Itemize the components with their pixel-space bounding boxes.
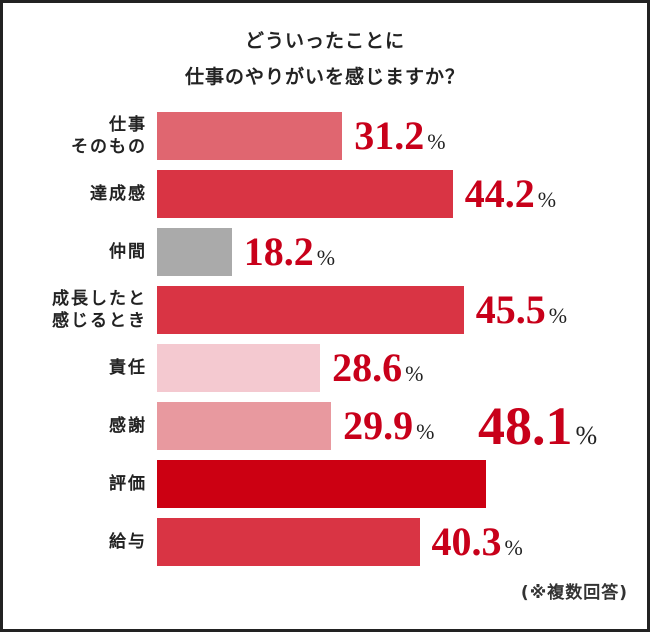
category-label-line: 責任 bbox=[109, 358, 147, 378]
category-label: 評価 bbox=[0, 460, 147, 508]
data-label: 18.2% bbox=[244, 228, 335, 276]
data-label-value: 28.6 bbox=[332, 345, 403, 390]
chart-title-line-2: 仕事のやりがいを感じますか？ bbox=[184, 66, 465, 88]
category-label: 達成感 bbox=[0, 170, 147, 218]
data-label-value: 44.2 bbox=[464, 171, 535, 216]
data-label-unit: % bbox=[575, 421, 598, 450]
data-label: 44.2% bbox=[465, 170, 556, 218]
data-label-value: 48.1 bbox=[478, 396, 573, 456]
data-label-unit: % bbox=[416, 419, 435, 444]
category-label: 成長したと 感じるとき bbox=[0, 286, 147, 334]
category-label-line: 仕事 bbox=[109, 115, 147, 135]
data-label: 48.1% bbox=[478, 399, 598, 453]
category-label-line: 評価 bbox=[109, 474, 147, 494]
data-label: 31.2% bbox=[354, 112, 445, 160]
category-label-line: 成長したと bbox=[52, 289, 147, 309]
category-label: 責任 bbox=[0, 344, 147, 392]
category-label-line: そのもの bbox=[71, 137, 147, 157]
category-label-line: 感じるとき bbox=[52, 311, 147, 331]
data-label-unit: % bbox=[316, 245, 336, 270]
bar bbox=[157, 112, 343, 160]
bar bbox=[157, 344, 321, 392]
data-label: 28.6% bbox=[332, 344, 423, 392]
data-label: 29.9% bbox=[343, 402, 434, 450]
data-label-value: 45.5 bbox=[475, 287, 546, 332]
data-label-value: 40.3 bbox=[431, 519, 502, 564]
category-label-line: 仲間 bbox=[109, 242, 147, 262]
bar bbox=[157, 518, 420, 566]
data-label-value: 31.2 bbox=[354, 113, 425, 158]
bar bbox=[157, 286, 464, 334]
category-label: 給与 bbox=[0, 518, 147, 566]
category-label-line: 給与 bbox=[109, 532, 147, 552]
category-label-line: 達成感 bbox=[90, 184, 147, 204]
data-label-value: 18.2 bbox=[243, 229, 314, 274]
data-label: 40.3% bbox=[432, 518, 523, 566]
data-label-value: 29.9 bbox=[343, 403, 414, 448]
data-label-unit: % bbox=[548, 303, 568, 328]
category-label-line: 感謝 bbox=[109, 416, 147, 436]
bar bbox=[157, 170, 453, 218]
data-label: 45.5% bbox=[476, 286, 567, 334]
category-label: 仲間 bbox=[0, 228, 147, 276]
data-label-unit: % bbox=[537, 187, 557, 212]
bar bbox=[157, 228, 232, 276]
data-label-unit: % bbox=[427, 129, 446, 154]
data-label-unit: % bbox=[405, 361, 424, 386]
data-label-unit: % bbox=[504, 535, 523, 560]
category-label: 仕事 そのもの bbox=[0, 112, 147, 160]
bar bbox=[157, 402, 332, 450]
chart-title-line-1: どういったことに bbox=[244, 30, 405, 52]
category-label: 感謝 bbox=[0, 402, 147, 450]
footnote: (※複数回答) bbox=[520, 583, 628, 603]
bar bbox=[157, 460, 486, 508]
